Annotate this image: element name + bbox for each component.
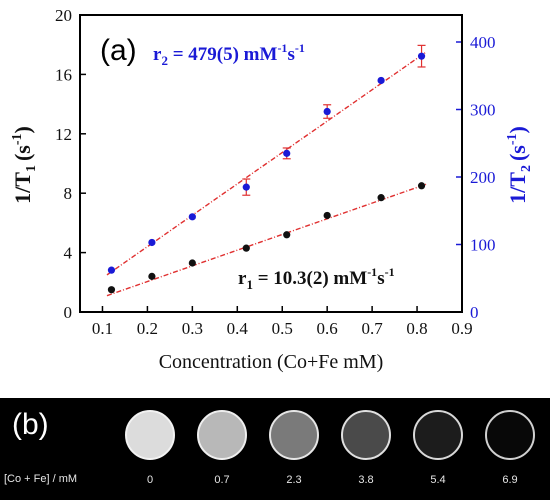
fit-line-right <box>106 51 427 276</box>
data-point-left <box>417 182 426 190</box>
y-right-paren: (s <box>505 145 530 161</box>
r1-value: = 10.3(2) mM <box>253 268 367 289</box>
x-tick-label: 0.6 <box>317 319 338 338</box>
fit-line-left <box>106 183 427 297</box>
r2-mid: s <box>287 44 294 65</box>
relaxivity-chart: 0.1 0.2 0.3 0.4 0.5 0.6 0.7 0.8 0.90481216200100… <box>10 6 534 373</box>
r1-sub: 1 <box>246 277 253 292</box>
mri-phantom-circle <box>125 410 175 460</box>
r1-sup2: -1 <box>385 265 395 279</box>
phantom-concentration-label: 5.4 <box>430 474 446 486</box>
r1-prefix: r <box>238 268 247 289</box>
data-point-right <box>377 76 385 85</box>
data-point-left <box>107 286 116 294</box>
y-left-tick-label: 0 <box>64 303 73 322</box>
x-tick-label: 0.8 <box>406 319 427 338</box>
y-left-base: 1/T <box>10 172 35 204</box>
y-axis-label-right: 1/T2 (s-1) <box>505 126 534 204</box>
plot-frame <box>79 14 463 313</box>
mri-phantom-panel: (b) [Co + Fe] / mM 0 0.7 2.3 3.8 5.4 6.9 <box>0 398 550 500</box>
data-point-right <box>148 238 156 247</box>
fit-lines <box>106 51 427 297</box>
data-point-left <box>188 259 196 267</box>
y-left-tick-label: 4 <box>64 244 73 263</box>
data-point-left <box>377 194 385 202</box>
x-tick-label: 0.4 <box>227 319 249 338</box>
y-left-sub: 1 <box>24 165 39 172</box>
data-point-left <box>148 272 156 280</box>
r2-sup2: -1 <box>295 41 305 55</box>
phantom-concentration-label: 0.7 <box>214 474 230 486</box>
mri-phantom-circle <box>485 410 535 460</box>
x-tick-label: 0.3 <box>182 319 203 338</box>
y-right-tick-label: 400 <box>470 33 496 52</box>
phantom-concentration-label: 2.3 <box>286 474 302 486</box>
data-point-left <box>323 211 331 220</box>
panel-label-a: (a) <box>100 34 137 67</box>
data-point-right <box>283 149 291 157</box>
mri-phantom-circle <box>413 410 463 460</box>
y-left-paren: (s <box>10 145 35 161</box>
data-point-right <box>242 183 250 191</box>
y-right-tick-label: 300 <box>470 101 496 120</box>
r2-sub: 2 <box>161 53 168 68</box>
data-point-right <box>188 213 196 221</box>
ticks-layer: 0.1 0.2 0.3 0.4 0.5 0.6 0.7 0.8 0.90481216200100… <box>55 6 496 338</box>
x-tick-label: 0.5 <box>272 319 293 338</box>
y-left-tick-label: 20 <box>55 6 72 25</box>
y-left-tick-label: 8 <box>64 184 73 203</box>
phantom-concentration-label: 6.9 <box>502 474 518 486</box>
y-right-tick-label: 200 <box>470 168 496 187</box>
r2-value: = 479(5) mM <box>168 44 278 65</box>
phantom-concentration-label: 0 <box>146 474 154 486</box>
r2-annotation: r2 = 479(5) mM-1s-1 <box>153 41 305 68</box>
y-left-tick-label: 12 <box>55 125 72 144</box>
y-left-close: ) <box>10 126 35 133</box>
data-point-left <box>242 244 250 252</box>
x-tick-label: 0.2 <box>137 319 158 338</box>
r1-annotation: r1 = 10.3(2) mM-1s-1 <box>238 265 395 292</box>
concentration-row-label: [Co + Fe] / mM <box>4 473 78 485</box>
data-point-right <box>323 107 331 116</box>
mri-phantom-circle <box>341 410 391 460</box>
y-left-tick-label: 16 <box>55 65 72 84</box>
data-point-right <box>417 52 426 60</box>
r2-prefix: r <box>153 44 162 65</box>
data-point-left <box>283 231 291 239</box>
y-right-sub: 2 <box>519 165 534 172</box>
data-points <box>107 52 426 294</box>
x-tick-label: 0.9 <box>451 319 472 338</box>
mri-phantom-circle <box>269 410 319 460</box>
y-left-sup: -1 <box>10 133 25 145</box>
y-right-tick-label: 0 <box>470 303 479 322</box>
x-tick-label: 0.1 <box>92 319 113 338</box>
x-tick-label: 0.7 <box>361 319 383 338</box>
y-axis-label-left: 1/T1 (s-1) <box>10 126 39 204</box>
error-bars <box>242 44 426 196</box>
mri-phantom-circle <box>197 410 247 460</box>
data-point-right <box>107 266 116 274</box>
r1-mid: s <box>377 268 384 289</box>
y-right-base: 1/T <box>505 172 530 204</box>
y-right-close: ) <box>505 126 530 133</box>
panel-label-b: (b) <box>12 408 49 441</box>
y-right-sup: -1 <box>505 133 520 145</box>
r2-sup1: -1 <box>277 41 287 55</box>
phantom-concentration-label: 3.8 <box>358 474 374 486</box>
y-right-tick-label: 100 <box>470 236 496 255</box>
r1-sup1: -1 <box>367 265 377 279</box>
x-axis-label: Concentration (Co+Fe mM) <box>159 351 384 373</box>
